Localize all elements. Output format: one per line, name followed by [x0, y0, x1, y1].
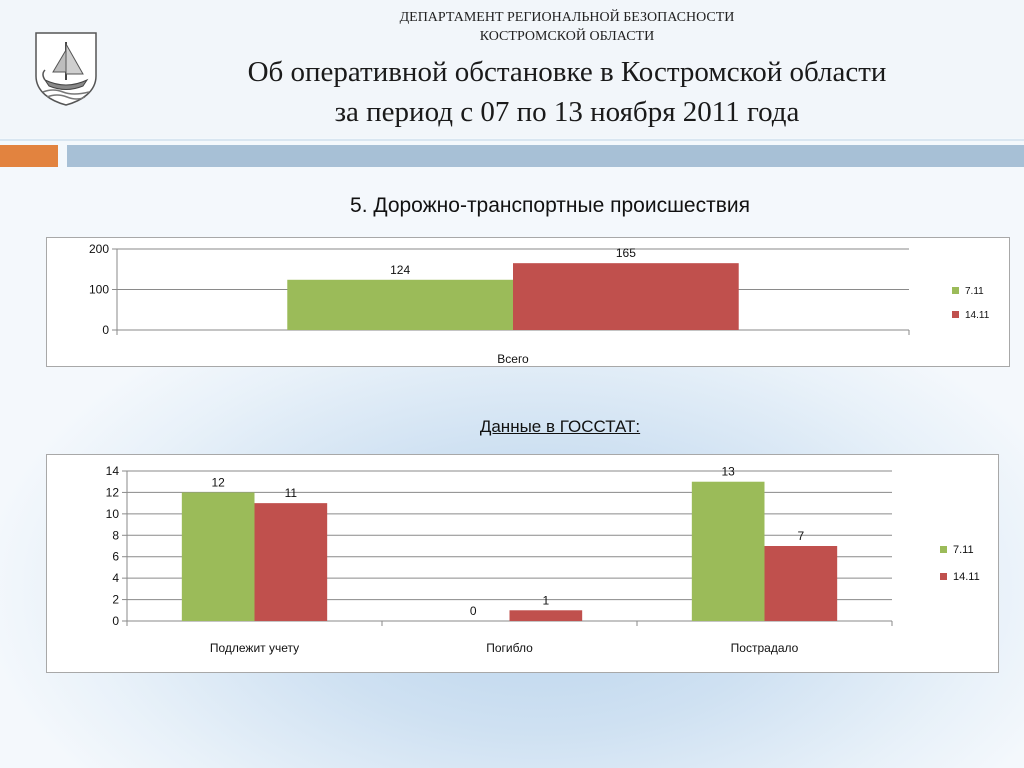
section-title: 5. Дорожно-транспортные происшествия [350, 194, 750, 217]
bar-14-11-0 [254, 503, 328, 621]
chart-gosstat-svg: 0 2 4 6 8 10 12 14 12 11 Подлежит учету 0 1 Погибло 13… [106, 464, 980, 655]
data-label: 165 [616, 246, 636, 260]
y-tick-label: 200 [89, 242, 109, 256]
bar-7-11-0 [287, 279, 513, 330]
data-label: 124 [390, 263, 410, 277]
department-name-line2: КОСТРОМСКОЙ ОБЛАСТИ [479, 29, 655, 44]
data-label: 7 [797, 529, 804, 543]
category-label: Погибло [486, 641, 533, 655]
legend-swatch [940, 573, 947, 580]
y-tick-label: 2 [112, 593, 119, 607]
chart-total-accidents: 0 100 200 124 165 Всего 7.11 14.11 [46, 237, 1010, 367]
page-title-line1: Об оперативной обстановке в Костромской … [247, 56, 887, 88]
category-label: Всего [497, 352, 529, 366]
legend-swatch [952, 287, 959, 294]
legend-label: 14.11 [953, 571, 980, 583]
accent-orange-bar [0, 145, 58, 167]
y-tick-label: 100 [89, 283, 109, 297]
bar-7-11-2 [691, 481, 765, 621]
legend-label: 14.11 [965, 310, 990, 321]
legend-label: 7.11 [965, 286, 984, 297]
chart-total-svg: 0 100 200 124 165 Всего 7.11 14.11 [89, 242, 990, 366]
data-label: 0 [470, 604, 477, 618]
page-title-line2: за период с 07 по 13 ноября 2011 года [334, 96, 800, 128]
y-tick-label: 0 [102, 323, 109, 337]
gosstat-title: Данные в ГОССТАТ: [479, 417, 641, 436]
category-label: Подлежит учету [210, 641, 299, 655]
bar-14-11-1 [509, 610, 583, 621]
category-label: Пострадало [731, 641, 799, 655]
department-name-line1: ДЕПАРТАМЕНТ РЕГИОНАЛЬНОЙ БЕЗОПАСНОСТИ [399, 10, 735, 25]
y-tick-label: 0 [112, 614, 119, 628]
y-tick-label: 12 [106, 485, 120, 499]
legend-label: 7.11 [953, 544, 974, 556]
y-tick-label: 14 [106, 464, 120, 478]
data-label: 12 [211, 475, 225, 489]
bar-14-11-0 [513, 263, 739, 330]
chart-gosstat: 0 2 4 6 8 10 12 14 12 11 Подлежит учету 0 1 Погибло 13… [46, 454, 999, 673]
bar-7-11-0 [181, 492, 255, 621]
data-label: 13 [721, 465, 735, 479]
y-tick-label: 10 [106, 507, 120, 521]
y-tick-label: 8 [112, 528, 119, 542]
data-label: 1 [542, 593, 549, 607]
bar-14-11-2 [764, 546, 838, 621]
y-tick-label: 6 [112, 550, 119, 564]
legend-swatch [940, 546, 947, 553]
header: ДЕПАРТАМЕНТ РЕГИОНАЛЬНОЙ БЕЗОПАСНОСТИ КО… [0, 0, 1024, 138]
header-divider [0, 139, 1024, 141]
accent-blue-bar [67, 145, 1024, 167]
y-tick-label: 4 [112, 571, 119, 585]
coat-of-arms-logo [35, 32, 97, 106]
data-label: 11 [285, 486, 298, 500]
legend-swatch [952, 311, 959, 318]
